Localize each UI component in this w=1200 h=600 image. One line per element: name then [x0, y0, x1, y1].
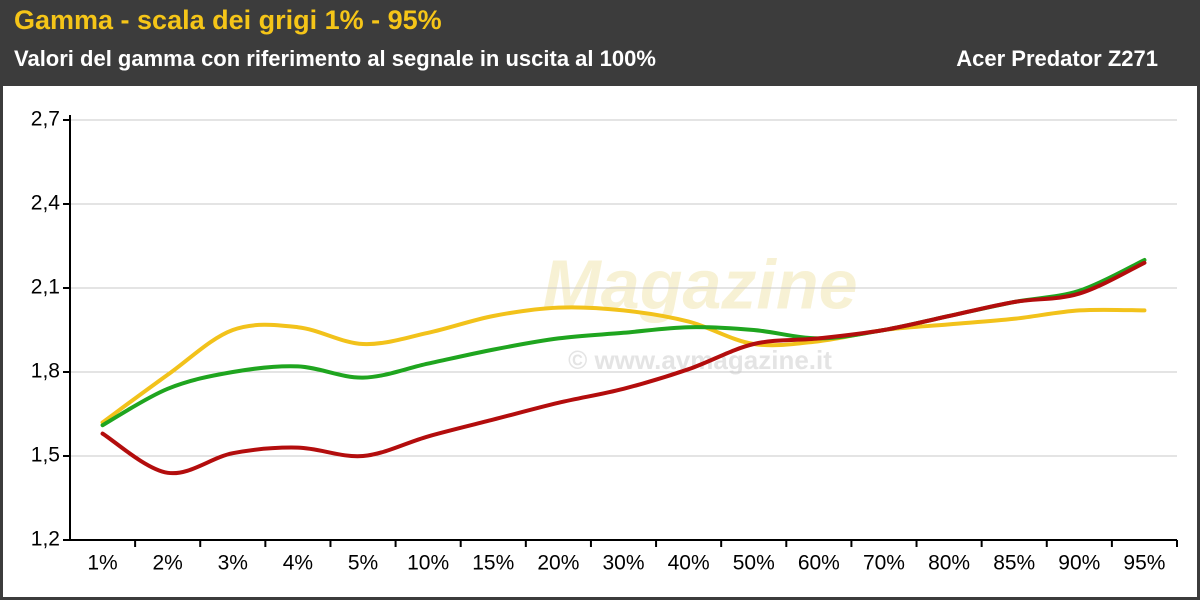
x-tick-label: 95%	[1123, 552, 1165, 575]
x-tick-label: 60%	[798, 552, 840, 575]
y-tick-label: 1,5	[31, 444, 60, 467]
x-tick-label: 90%	[1058, 552, 1100, 575]
plot: 1,2 1,5 1,8 2,1 2,4 2,7 1% 2% 3% 4% 5% 10% 15% 20% 30%…	[31, 108, 1178, 575]
x-tick-label: 85%	[993, 552, 1035, 575]
x-tick-label: 1%	[87, 552, 117, 575]
watermark-url: © www.avmagazine.it	[568, 345, 832, 375]
annotation: Acer Predator Z271	[956, 46, 1158, 71]
line-series	[100, 260, 1147, 476]
x-tick-label: 5%	[348, 552, 378, 575]
chart-title: Gamma - scala dei grigi 1% - 95%	[14, 5, 442, 35]
x-tick-label: 15%	[472, 552, 514, 575]
y-tick-label: 1,8	[31, 360, 60, 383]
y-tick-label: 2,7	[31, 108, 60, 131]
x-tick-label: 50%	[733, 552, 775, 575]
x-tick-label: 4%	[283, 552, 313, 575]
x-tick-label: 3%	[218, 552, 248, 575]
x-tick-label: 70%	[863, 552, 905, 575]
x-tick-label: 40%	[668, 552, 710, 575]
x-tick-label: 80%	[928, 552, 970, 575]
x-tick-label: 20%	[537, 552, 579, 575]
x-tick-label: 30%	[602, 552, 644, 575]
y-tick-label: 1,2	[31, 528, 60, 551]
chart-subtitle: Valori del gamma con riferimento al segn…	[14, 46, 656, 71]
x-tick-label: 10%	[407, 552, 449, 575]
y-tick-label: 2,4	[31, 192, 61, 215]
line-series	[100, 305, 1147, 425]
y-tick-label: 2,1	[31, 276, 60, 299]
watermark: Magazine	[542, 245, 857, 323]
x-tick-label: 2%	[152, 552, 182, 575]
plot-background	[3, 86, 1197, 597]
